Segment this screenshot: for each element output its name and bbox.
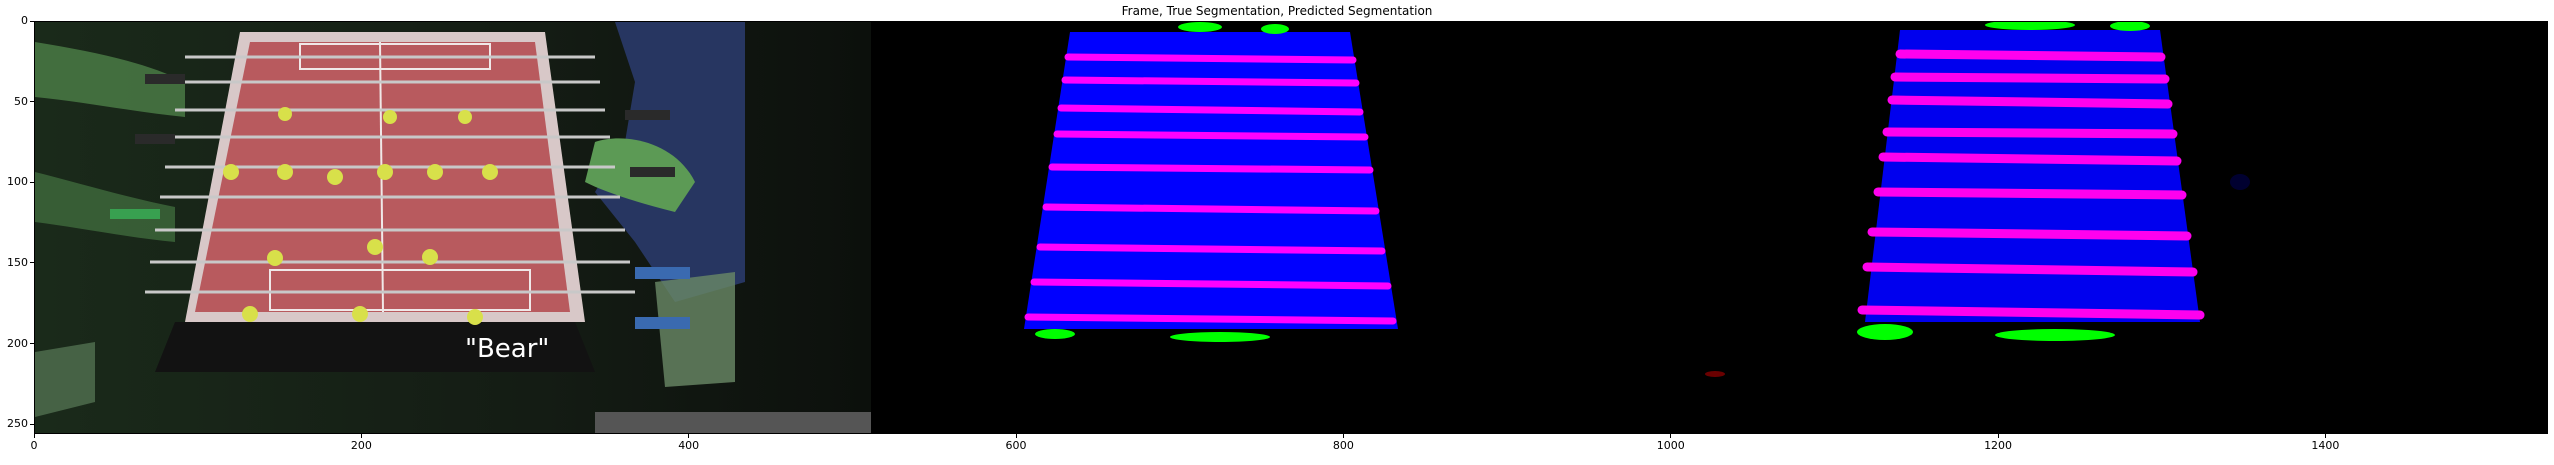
true-rod-masks (1024, 53, 1397, 325)
y-tick (30, 423, 34, 425)
x-tick (360, 434, 362, 438)
x-tick (2324, 434, 2326, 438)
x-tick (33, 434, 35, 438)
x-tick-label: 1200 (1984, 439, 2013, 452)
x-tick-label: 800 (1332, 439, 1354, 452)
x-tick-label: 400 (678, 439, 700, 452)
image-axes: "Bear" (34, 21, 2548, 434)
predicted-segmentation-panel (1705, 22, 2250, 377)
x-tick-label: 600 (1005, 439, 1027, 452)
x-tick (1997, 434, 1999, 438)
y-tick (30, 262, 34, 264)
x-tick-label: 200 (350, 439, 372, 452)
y-tick-label: 0 (21, 14, 28, 27)
x-tick (1015, 434, 1017, 438)
y-tick-label: 200 (7, 336, 28, 350)
x-tick (688, 434, 690, 438)
y-tick (30, 343, 34, 345)
y-tick (30, 101, 34, 103)
true-handle-masks (1035, 22, 1289, 342)
frame-panel: "Bear" (35, 22, 871, 433)
x-tick (1670, 434, 1672, 438)
predicted-handle-masks (1857, 22, 2150, 341)
bear-label: "Bear" (465, 334, 549, 364)
y-tick (30, 181, 34, 183)
composite-image: "Bear" (35, 22, 2250, 433)
y-tick-label: 50 (14, 94, 28, 108)
y-tick-label: 150 (7, 255, 28, 269)
y-tick (30, 20, 34, 22)
figure-title: Frame, True Segmentation, Predicted Segm… (1121, 4, 1433, 18)
true-segmentation-panel (1024, 22, 1398, 342)
predicted-rod-masks (1857, 49, 2205, 320)
y-tick-label: 100 (7, 175, 28, 189)
x-tick-label: 1000 (1656, 439, 1685, 452)
y-tick-label: 250 (7, 417, 28, 431)
x-tick-label: 0 (30, 439, 38, 452)
x-tick (1342, 434, 1344, 438)
x-tick-label: 1400 (2311, 439, 2340, 452)
